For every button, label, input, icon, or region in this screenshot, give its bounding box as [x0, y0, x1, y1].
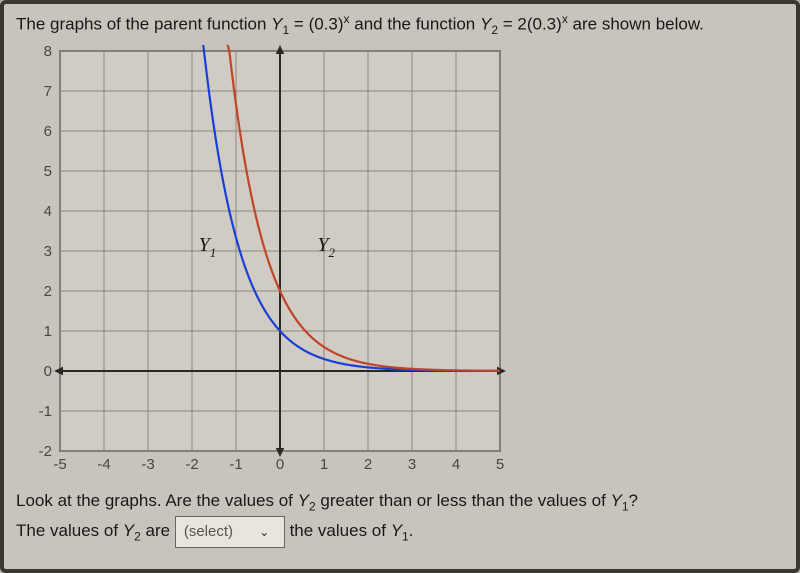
q-y2eq: = 2(0.3): [498, 15, 562, 34]
svg-text:7: 7: [44, 83, 52, 100]
answer-select[interactable]: (select) ⌄: [175, 516, 285, 548]
svg-text:1: 1: [44, 323, 52, 340]
problem-frame: The graphs of the parent function Y 1 = (…: [0, 0, 800, 573]
q-y2s: 2: [491, 23, 498, 37]
svg-text:-5: -5: [53, 456, 66, 473]
svg-text:2: 2: [44, 283, 52, 300]
q-mid: and the function: [350, 15, 480, 34]
b-l2d: .: [409, 522, 414, 541]
b-l1c: ?: [629, 491, 638, 510]
b-l2c: the values of: [290, 522, 391, 541]
select-placeholder: (select): [184, 523, 233, 540]
svg-text:-3: -3: [141, 456, 154, 473]
svg-text:-4: -4: [97, 456, 110, 473]
q-y1n: Y: [271, 15, 282, 34]
chart-container: -2-1012345678-5-4-3-2-1012345Y1Y2: [24, 45, 516, 485]
chevron-down-icon: ⌄: [259, 522, 269, 542]
svg-text:1: 1: [320, 456, 328, 473]
q-y1eq: = (0.3): [289, 15, 343, 34]
q-y2n: Y: [480, 15, 491, 34]
svg-text:3: 3: [408, 456, 416, 473]
svg-text:-1: -1: [39, 403, 52, 420]
b-l2b: are: [141, 522, 175, 541]
svg-text:4: 4: [44, 203, 52, 220]
exponential-chart: -2-1012345678-5-4-3-2-1012345Y1Y2: [24, 45, 516, 481]
b-l1b: greater than or less than the values of: [316, 491, 611, 510]
question-text: The graphs of the parent function Y1 = (…: [16, 12, 784, 39]
svg-text:-2: -2: [39, 443, 52, 460]
svg-text:2: 2: [364, 456, 372, 473]
svg-text:6: 6: [44, 123, 52, 140]
svg-text:4: 4: [452, 456, 460, 473]
svg-text:0: 0: [276, 456, 284, 473]
q-prefix: The graphs of the parent function: [16, 15, 271, 34]
b-l1a: Look at the graphs. Are the values of: [16, 491, 298, 510]
prompt-text: Look at the graphs. Are the values of Y2…: [16, 487, 784, 548]
svg-text:-2: -2: [185, 456, 198, 473]
b-l2a: The values of: [16, 522, 123, 541]
svg-text:8: 8: [44, 45, 52, 60]
svg-text:5: 5: [44, 163, 52, 180]
q-suffix: are shown below.: [568, 15, 704, 34]
svg-text:-1: -1: [229, 456, 242, 473]
svg-text:0: 0: [44, 363, 52, 380]
svg-text:5: 5: [496, 456, 504, 473]
svg-text:3: 3: [44, 243, 52, 260]
